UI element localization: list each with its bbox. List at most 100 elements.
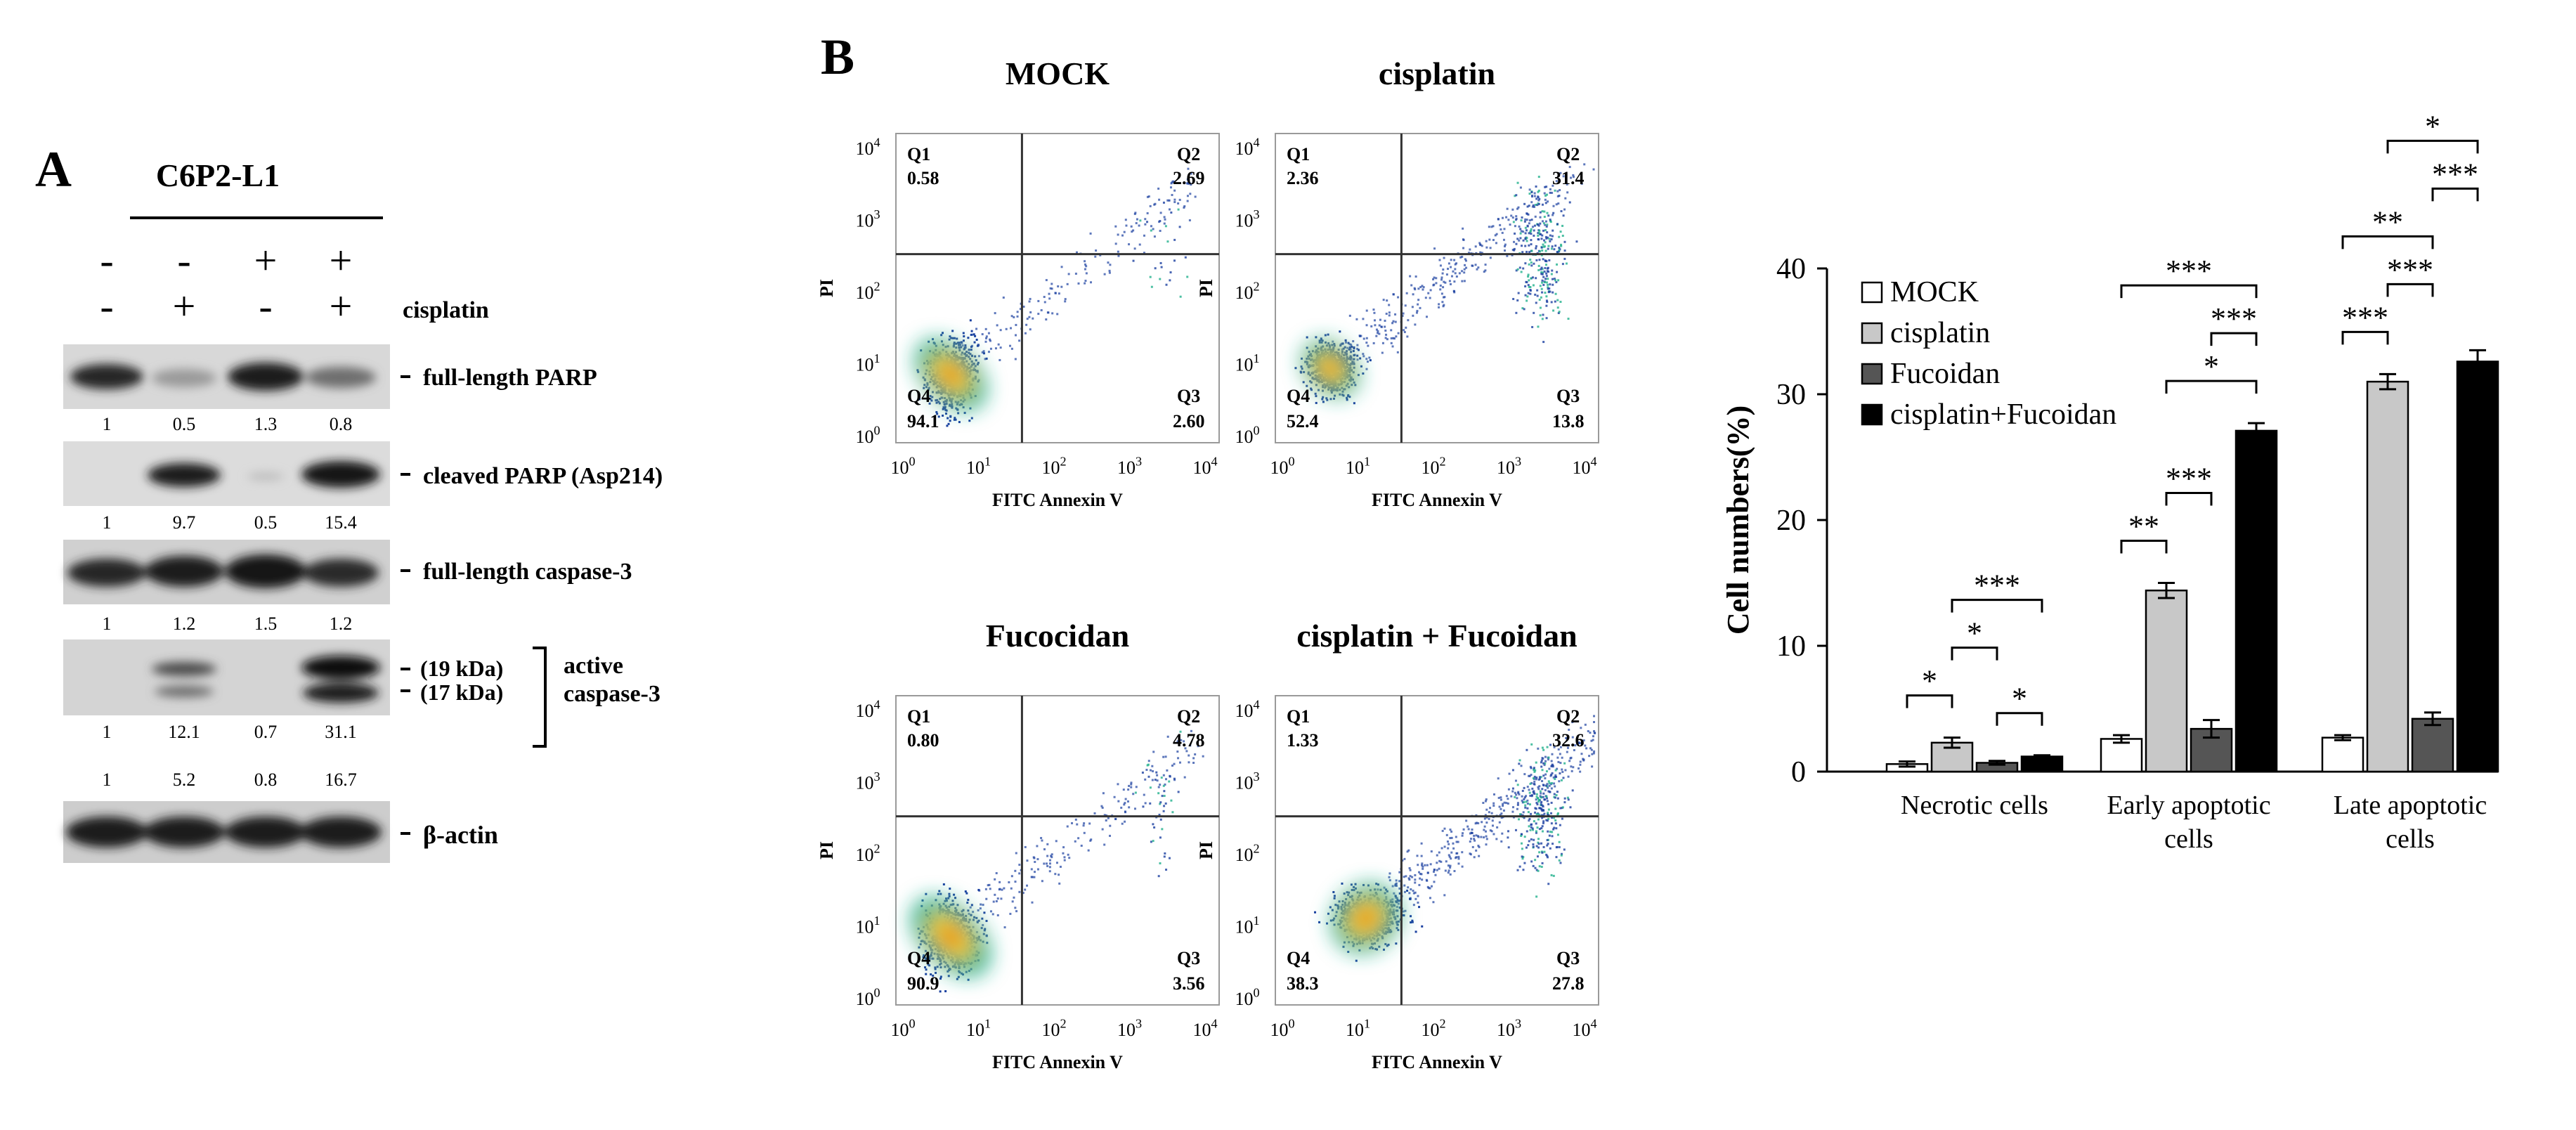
scatter-dot: [1485, 843, 1488, 846]
scatter-dot: [1143, 234, 1145, 237]
category-label: Necrotic cells: [1901, 791, 2048, 820]
scatter-dot: [962, 332, 965, 335]
scatter-dot: [1138, 224, 1140, 227]
scatter-dot: [1142, 805, 1145, 808]
scatter-dot: [929, 398, 932, 401]
scatter-dot: [1552, 214, 1554, 216]
scatter-dot: [1402, 910, 1405, 913]
scatter-dot: [1359, 357, 1362, 360]
scatter-dot: [1538, 776, 1541, 779]
scatter-dot: [1556, 791, 1559, 793]
treatment-label: cisplatin: [403, 297, 489, 323]
scatter-dot: [1014, 907, 1017, 909]
scatter-dot: [1514, 779, 1517, 782]
scatter-dot: [1440, 276, 1443, 279]
scatter-dot: [1478, 855, 1481, 857]
scatter-dot: [1502, 805, 1504, 807]
scatter-dot: [1419, 306, 1422, 309]
scatter-dot: [1515, 194, 1518, 197]
scatter-dot: [1152, 823, 1154, 826]
scatter-dot: [948, 338, 951, 341]
scatter-dot: [1146, 195, 1149, 198]
scatter-dot: [1500, 796, 1502, 799]
scatter-dot: [944, 403, 947, 405]
scatter-dot: [1511, 216, 1514, 219]
scatter-dot: [995, 872, 998, 875]
scatter-dot: [977, 909, 980, 911]
scatter-dot: [1299, 370, 1302, 373]
scatter-dot: [1422, 865, 1424, 868]
scatter-dot: [1462, 247, 1465, 249]
scatter-dot: [1504, 243, 1507, 246]
scatter-dot: [1159, 212, 1162, 214]
scatter-dot: [1540, 796, 1542, 799]
scatter-dot: [1134, 212, 1137, 214]
y-tick-label: 101: [1235, 914, 1259, 937]
treatment-sign: +: [254, 238, 278, 283]
scatter-dot: [1523, 836, 1526, 838]
scatter-dot: [1526, 237, 1528, 240]
scatter-dot: [1551, 269, 1554, 272]
scatter-dot: [1433, 870, 1436, 873]
scatter-dot: [1382, 948, 1385, 951]
scatter-dot: [1440, 292, 1443, 295]
scatter-dot: [1572, 766, 1575, 769]
significance-bracket: [2120, 540, 2168, 554]
scatter-dot: [929, 395, 932, 398]
scatter-dot: [1321, 398, 1324, 401]
significance-label: ***: [2387, 252, 2433, 287]
scatter-dot: [1482, 802, 1485, 805]
y-tick-label: 100: [855, 423, 880, 447]
scatter-dot: [1507, 798, 1509, 800]
scatter-dot: [1176, 740, 1179, 743]
scatter-dot: [1351, 345, 1353, 348]
scatter-dot: [1560, 243, 1563, 246]
scatter-dot: [1306, 336, 1308, 339]
scatter-dot: [1500, 812, 1503, 815]
scatter-dot: [1572, 176, 1575, 178]
scatter-dot: [1526, 240, 1528, 242]
scatter-dot: [1554, 300, 1556, 303]
scatter-dot: [1388, 879, 1391, 882]
scatter-dot: [1555, 827, 1558, 830]
scatter-dot: [1026, 859, 1029, 862]
scatter-dot: [1395, 335, 1398, 338]
scatter-dot: [1567, 318, 1570, 320]
scatter-dot: [1453, 280, 1456, 283]
scatter-dot: [1507, 802, 1509, 805]
scatter-dot: [958, 421, 961, 424]
category-label: Late apoptotic: [2334, 791, 2487, 820]
scatter-dot: [1546, 844, 1549, 847]
scatter-dot: [1540, 802, 1542, 805]
significance-bracket: [2210, 332, 2258, 346]
scatter-dot: [1108, 271, 1111, 274]
scatter-dot: [1550, 781, 1553, 784]
quadrant-label: Q1: [1287, 144, 1310, 164]
scatter-dot: [1483, 825, 1486, 828]
scatter-dot: [1026, 884, 1029, 887]
scatter-dot: [1524, 237, 1527, 240]
scatter-dot: [1505, 795, 1508, 798]
scatter-dot: [1414, 897, 1417, 900]
scatter-dot: [1495, 242, 1497, 245]
scatter-dot: [1375, 883, 1378, 885]
scatter-dot: [1521, 216, 1523, 219]
scatter-dot: [969, 353, 972, 356]
scatter-dot: [1452, 290, 1455, 292]
blot-cleaved-parp: cleaved PARP (Asp214) 1 9.7 0.5 15.4: [63, 441, 663, 533]
legend-swatch: [1861, 403, 1883, 426]
scatter-dot: [984, 358, 987, 361]
scatter-dot: [1554, 292, 1557, 295]
scatter-dot: [1344, 341, 1347, 344]
scatter-dot: [1461, 280, 1464, 282]
y-tick-label: 104: [1235, 697, 1259, 721]
scatter-dot: [1327, 333, 1329, 336]
scatter-dot: [1403, 914, 1405, 917]
scatter-dot: [1346, 346, 1349, 349]
scatter-dot: [948, 895, 951, 897]
scatter-dot: [1556, 263, 1559, 266]
scatter-dot: [1579, 760, 1582, 763]
scatter-dot: [1541, 291, 1544, 294]
scatter-dot: [1555, 856, 1558, 859]
scatter-dot: [970, 417, 973, 420]
